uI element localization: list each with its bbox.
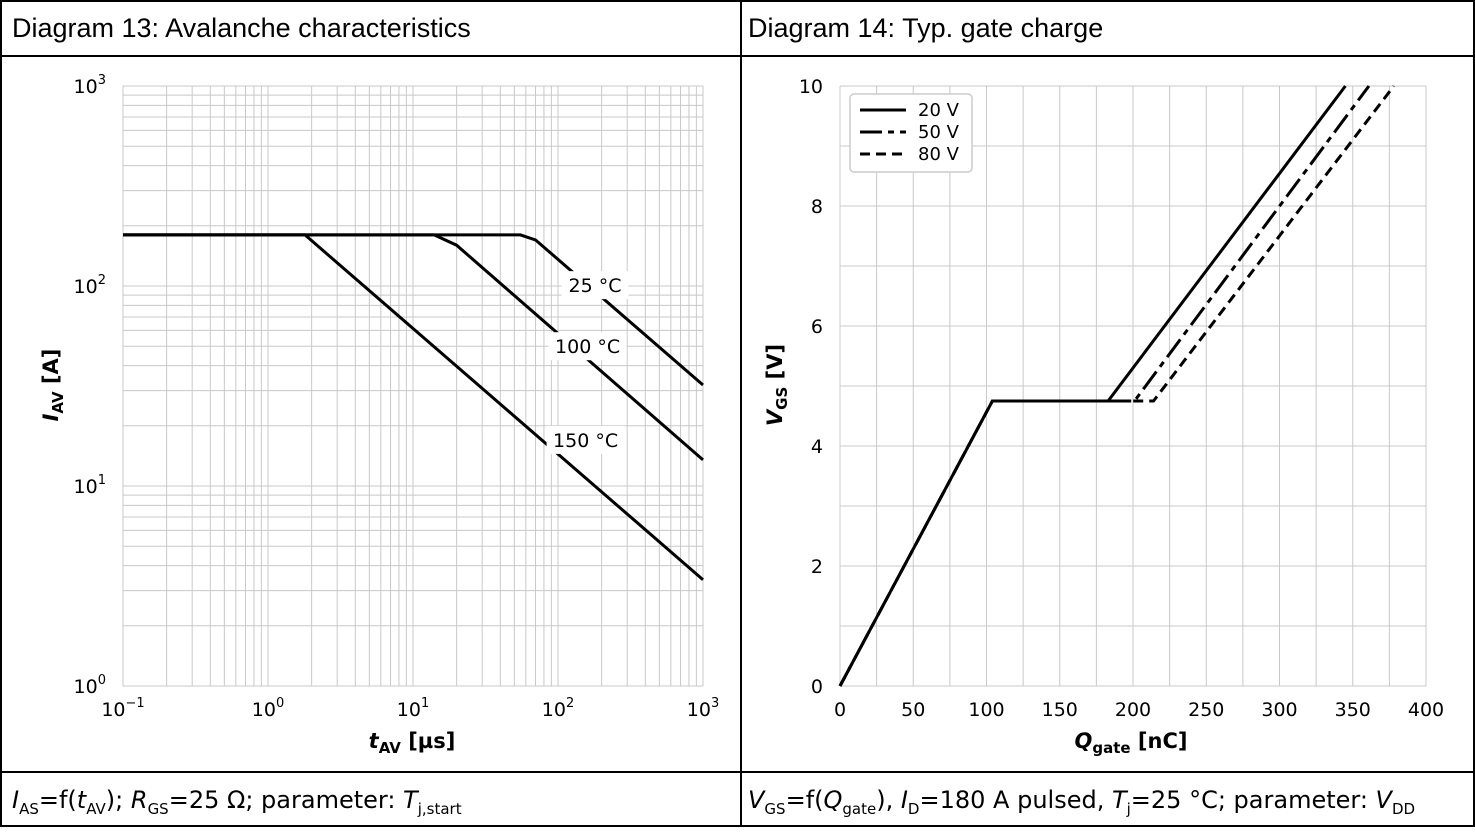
x-axis-label: Qgate [nC] [1075, 729, 1188, 757]
grid [839, 85, 1427, 687]
diagram-13-caption: IAS=f(tAV); RGS=25 Ω; parameter: Tj,star… [12, 786, 462, 818]
x-tick-label: 102 [542, 696, 574, 721]
x-tick-label: 0 [834, 699, 846, 721]
x-tick-label: 150 [1042, 699, 1078, 721]
y-tick-label: 2 [811, 556, 823, 578]
diagram-14-title: Diagram 14: Typ. gate charge [748, 13, 1104, 43]
series-line-3 [123, 233, 704, 581]
x-tick-label: 350 [1335, 699, 1371, 721]
y-tick-label: 6 [811, 316, 823, 338]
x-tick-label: 103 [687, 696, 719, 721]
x-tick-label: 250 [1188, 699, 1224, 721]
series-label: 150 °C [553, 430, 618, 452]
series-label-bg [546, 425, 625, 454]
series-label: 25 °C [569, 275, 622, 297]
diagram-14-caption: VGS=f(Qgate), ID=180 A pulsed, Tj=25 °C;… [748, 786, 1416, 818]
y-tick-label: 0 [811, 676, 823, 698]
y-axis-label: IAV [A] [39, 349, 67, 422]
x-tick-label: 50 [901, 699, 925, 721]
x-tick-label: 300 [1261, 699, 1297, 721]
series-label-bg [548, 332, 627, 361]
series-layer [838, 85, 1395, 687]
x-tick-label: 100 [968, 699, 1004, 721]
diagram-13-title: Diagram 13: Avalanche characteristics [12, 13, 471, 43]
x-tick-label: 100 [252, 696, 284, 721]
x-axis-label: tAV [µs] [369, 729, 456, 757]
legend-label: 50 V [918, 122, 960, 143]
y-tick-label: 10 [799, 76, 823, 98]
y-tick-label: 101 [74, 473, 106, 498]
series-line-80v [838, 85, 1395, 687]
y-tick-label: 8 [811, 196, 823, 218]
legend-label: 80 V [918, 144, 960, 165]
y-tick-label: 103 [74, 73, 106, 98]
x-tick-label: 400 [1408, 699, 1444, 721]
x-tick-label: 10−1 [101, 696, 144, 721]
series-label: 100 °C [555, 336, 620, 358]
y-tick-label: 4 [811, 436, 823, 458]
series-layer: 25 °C 100 °C 150 °C [123, 233, 704, 581]
y-axis-label: VGS [V] [763, 344, 791, 426]
y-tick-label: 102 [74, 273, 106, 298]
tick-labels: 0 50 100 150 200 250 300 350 400 0 2 4 6 8 10 [799, 76, 1444, 721]
series-label-bg [561, 271, 629, 300]
legend-label: 20 V [918, 100, 960, 121]
x-tick-label: 200 [1115, 699, 1151, 721]
legend: 20 V50 V80 V [849, 93, 973, 173]
x-tick-label: 101 [397, 696, 429, 721]
y-tick-label: 100 [74, 673, 106, 698]
